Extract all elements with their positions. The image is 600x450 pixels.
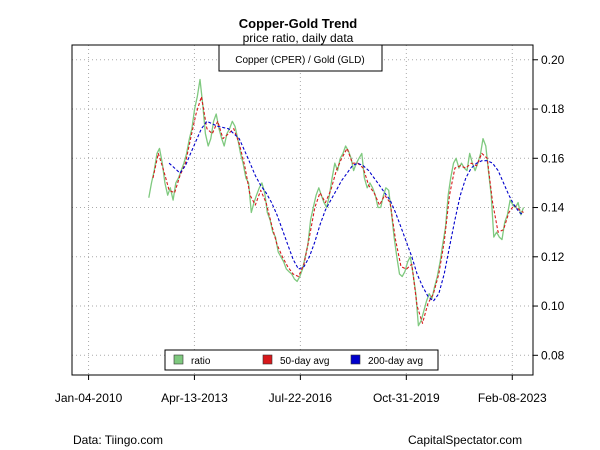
chart-title: Copper-Gold Trend	[239, 16, 358, 31]
grid	[72, 45, 533, 375]
y-tick-label: 0.12	[541, 250, 565, 264]
y-tick-label: 0.18	[541, 102, 565, 116]
legend-swatch	[173, 354, 184, 365]
series-line-200-day-avg	[168, 120, 524, 302]
series-layer	[148, 78, 525, 327]
y-tick-label: 0.14	[541, 201, 565, 215]
y-tick-label: 0.20	[541, 53, 565, 67]
legend-label: ratio	[191, 356, 211, 367]
legend: ratio 50-day avg 200-day avg	[164, 349, 439, 371]
legend-box	[164, 349, 439, 371]
legend-swatch	[350, 354, 361, 365]
annotation-label: Copper (CPER) / Gold (GLD)	[235, 55, 364, 66]
y-tick-label: 0.16	[541, 151, 565, 165]
axes: Jan-04-2010 Apr-13-2013 Jul-22-2016 Oct-31-…	[55, 53, 565, 405]
x-tick-label: Jan-04-2010	[55, 391, 123, 405]
legend-label: 200-day avg	[368, 356, 423, 367]
annotation-box	[218, 44, 383, 72]
x-tick-label: Apr-13-2013	[161, 391, 228, 405]
y-tick-label: 0.10	[541, 299, 565, 313]
legend-label: 50-day avg	[280, 356, 329, 367]
x-tick-label: Jul-22-2016	[269, 391, 333, 405]
plot-frame	[71, 44, 534, 376]
legend-swatch	[262, 354, 273, 365]
series-line-ratio	[148, 78, 525, 327]
y-tick-label: 0.08	[541, 348, 565, 362]
x-tick-label: Oct-31-2019	[373, 391, 440, 405]
series-line-50-day-avg	[152, 96, 524, 324]
source-credit: Data: Tiingo.com	[73, 433, 164, 447]
x-tick-label: Feb-08-2023	[478, 391, 547, 405]
site-credit: CapitalSpectator.com	[408, 433, 523, 447]
chart-subtitle: price ratio, daily data	[243, 31, 354, 45]
